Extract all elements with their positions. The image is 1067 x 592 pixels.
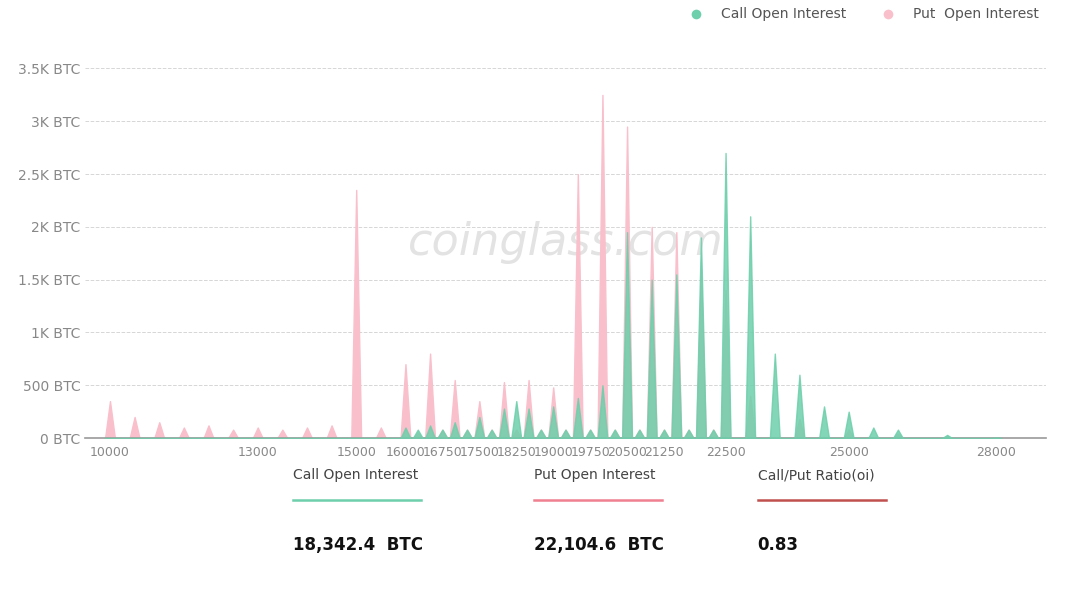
Text: Call/Put Ratio(oi): Call/Put Ratio(oi): [758, 468, 874, 482]
Text: 22,104.6  BTC: 22,104.6 BTC: [534, 536, 664, 554]
Text: Call Open Interest: Call Open Interest: [293, 468, 418, 482]
Text: 18,342.4  BTC: 18,342.4 BTC: [293, 536, 424, 554]
Legend: Call Open Interest, Put  Open Interest: Call Open Interest, Put Open Interest: [682, 8, 1038, 21]
Text: coinglass.com: coinglass.com: [408, 221, 723, 264]
Text: Put Open Interest: Put Open Interest: [534, 468, 655, 482]
Text: 0.83: 0.83: [758, 536, 798, 554]
